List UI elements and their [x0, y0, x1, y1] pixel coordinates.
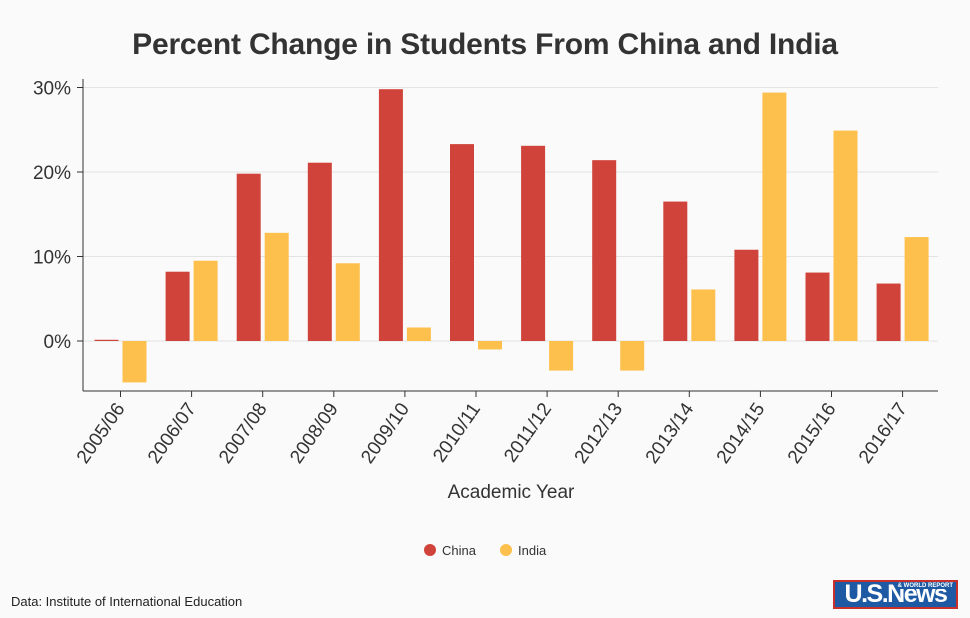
- bar-china-2006-07: [165, 271, 190, 341]
- x-tick-label: 2012/13: [571, 399, 628, 467]
- gridlines: [83, 87, 938, 342]
- bar-china-2005-06: [94, 339, 119, 341]
- bars: [94, 89, 929, 383]
- legend-label-india: India: [518, 543, 547, 558]
- x-axis-title: Academic Year: [448, 482, 575, 503]
- x-tick-label: 2011/12: [500, 399, 556, 466]
- bar-india-2009-10: [406, 327, 431, 341]
- x-tick-label: 2013/14: [642, 399, 699, 468]
- bar-india-2014-15: [762, 92, 787, 341]
- chart-title: Percent Change in Students From China an…: [132, 28, 838, 61]
- bar-india-2006-07: [193, 260, 218, 341]
- x-tick-label: 2010/11: [429, 399, 485, 466]
- bar-india-2012-13: [620, 341, 645, 371]
- bar-china-2007-08: [236, 173, 261, 341]
- bar-india-2011-12: [549, 341, 574, 371]
- x-axis-ticks: 2005/06 2006/07 2007/08 2008/09 2009/10 2010/…: [73, 391, 912, 468]
- bar-india-2013-14: [691, 289, 716, 341]
- x-tick-label: 2016/17: [855, 399, 912, 467]
- usnews-logo: U.S.News & WORLD REPORT: [833, 580, 958, 609]
- bar-china-2012-13: [592, 160, 617, 341]
- bar-india-2016-17: [904, 237, 929, 341]
- bar-india-2010-11: [478, 341, 502, 350]
- bar-china-2013-14: [663, 201, 688, 341]
- x-tick-label: 2009/10: [357, 399, 414, 467]
- x-tick-label: 2006/07: [144, 399, 201, 467]
- bar-china-2014-15: [734, 249, 759, 341]
- data-source: Data: Institute of International Educati…: [11, 594, 243, 609]
- legend: China India: [424, 543, 547, 558]
- bar-china-2010-11: [450, 144, 474, 341]
- legend-label-china: China: [442, 543, 477, 558]
- x-tick-label: 2007/08: [215, 399, 272, 467]
- bar-china-2011-12: [521, 145, 546, 341]
- bar-india-2005-06: [122, 341, 147, 383]
- bar-india-2008-09: [335, 263, 360, 341]
- bar-china-2015-16: [805, 272, 830, 341]
- bar-india-2007-08: [264, 232, 289, 341]
- bar-china-2016-17: [876, 283, 901, 341]
- bar-china-2009-10: [378, 89, 403, 341]
- y-tick-label: 30%: [33, 79, 71, 100]
- legend-marker-china: [424, 544, 436, 556]
- x-tick-label: 2008/09: [286, 399, 343, 467]
- y-tick-label: 10%: [33, 248, 71, 269]
- x-tick-label: 2005/06: [73, 399, 130, 467]
- y-axis-ticks: 0% 10% 20% 30%: [33, 79, 83, 353]
- logo-subtext: & WORLD REPORT: [897, 583, 953, 589]
- y-tick-label: 20%: [33, 163, 71, 184]
- axes: [82, 79, 938, 392]
- bar-india-2015-16: [833, 130, 858, 341]
- bar-china-2008-09: [307, 162, 332, 341]
- legend-marker-india: [500, 544, 512, 556]
- y-tick-label: 0%: [44, 332, 72, 353]
- x-tick-label: 2014/15: [713, 399, 770, 467]
- x-tick-label: 2015/16: [784, 399, 841, 467]
